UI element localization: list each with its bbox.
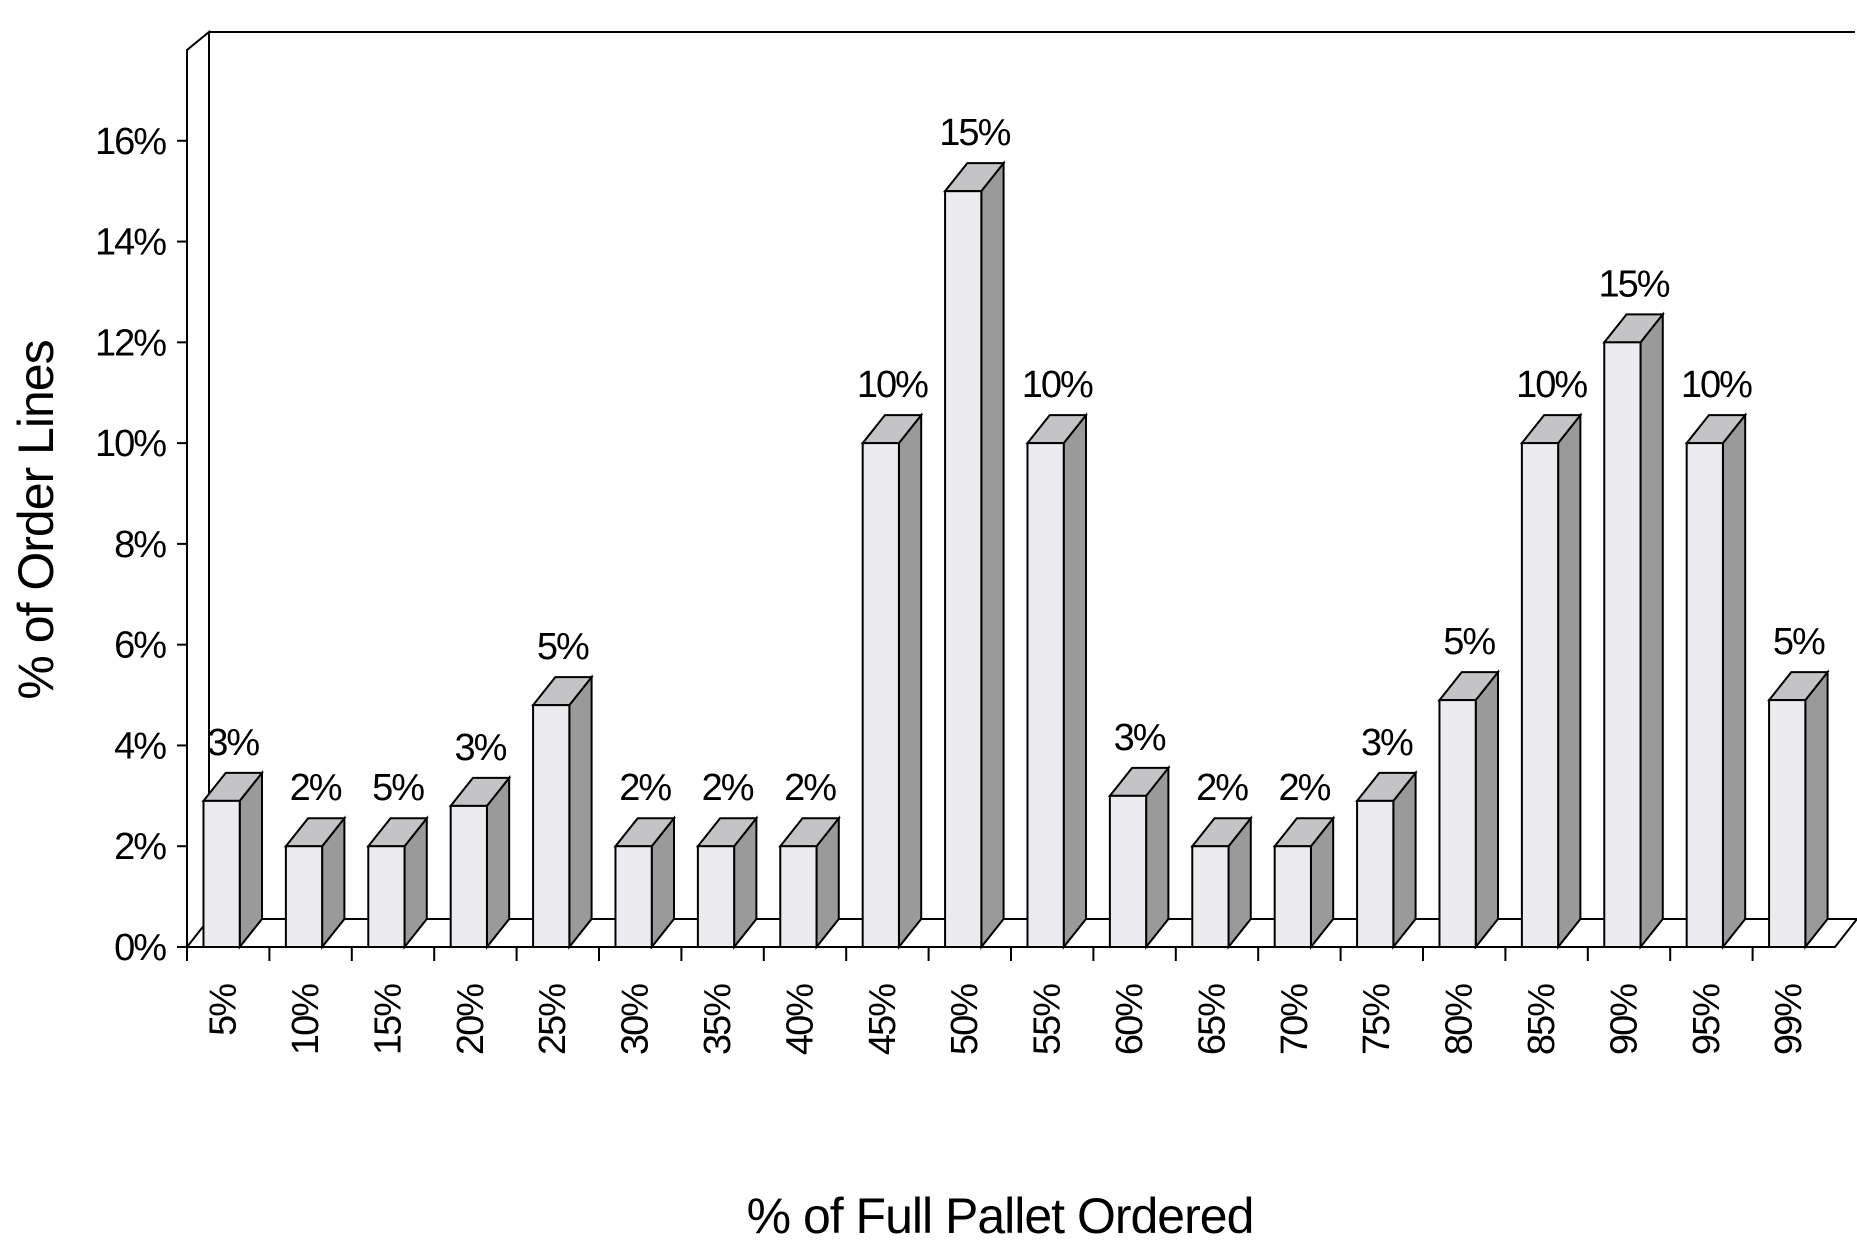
bar [614,845,653,949]
bar-side [1639,311,1664,950]
x-tick-label: 60% [1109,984,1151,1055]
x-tick-label: 40% [779,984,821,1055]
bar-label: 10% [857,364,928,406]
bar [1520,442,1560,948]
bar-side [897,412,923,950]
x-tick-label: 10% [285,984,327,1055]
x-tick-label: 25% [532,984,574,1055]
bar [1191,845,1230,949]
x-tick-label: 15% [367,984,409,1055]
bar-label: 3% [454,727,506,769]
x-tick-label: 55% [1027,984,1069,1055]
x-tick-label: 30% [615,984,657,1055]
bar [1108,794,1148,948]
bar-label: 5% [372,767,424,809]
bar-label: 2% [702,767,754,809]
x-tick-label: 5% [203,984,245,1036]
x-tick-label: 50% [944,984,986,1055]
bar [944,190,983,948]
x-tick-label: 35% [697,984,739,1055]
y-tick-label: 12% [95,322,166,364]
bar-side [1721,412,1747,950]
bar [449,804,488,949]
x-tick-label: 80% [1439,984,1481,1055]
y-tick-label: 0% [114,927,166,969]
x-tick-label: 85% [1521,984,1563,1055]
bar [779,845,818,949]
bar [1026,442,1065,948]
bar-label: 10% [1681,364,1752,406]
bar-label: 3% [207,722,259,764]
bar [1356,799,1395,948]
bar-label: 15% [939,112,1010,154]
bar-side [1392,770,1417,950]
bar-label: 2% [290,767,342,809]
bar-side [1145,764,1170,950]
x-axis-title: % of Full Pallet Ordered [747,1188,1254,1244]
bar-label: 3% [1361,722,1413,764]
bar [1438,699,1477,948]
bar [284,845,324,949]
x-tick-label: 75% [1356,984,1398,1055]
bar [202,799,241,948]
bar-side [238,770,263,950]
y-tick-label: 2% [114,826,166,868]
bar-label: 2% [1196,767,1248,809]
bar [1768,699,1807,948]
bar-label: 2% [1278,767,1330,809]
y-tick-label: 14% [95,222,166,264]
bar [1685,442,1724,948]
bar-label: 2% [619,767,671,809]
bar-label: 2% [784,767,836,809]
y-axis-title: % of Order Lines [8,340,64,699]
x-tick-label: 70% [1274,984,1316,1055]
bar-side [568,674,593,950]
bar-label: 5% [537,626,589,668]
bar-side [1804,669,1829,950]
x-tick-label: 90% [1603,984,1645,1055]
bar [367,845,406,949]
bar-label: 3% [1114,717,1166,759]
x-tick-label: 45% [862,984,904,1055]
bar [1273,845,1312,949]
y-tick-label: 4% [114,725,166,767]
bar-label: 5% [1773,621,1825,663]
bar [696,845,736,949]
bar-label: 10% [1022,364,1093,406]
bar-side [980,160,1005,950]
bar-label: 5% [1443,621,1495,663]
bar [532,704,571,949]
bar-label: 15% [1599,263,1670,305]
x-tick-label: 95% [1686,984,1728,1055]
bar-label: 10% [1516,364,1587,406]
y-tick-label: 10% [95,423,166,465]
x-tick-label: 20% [450,984,492,1055]
y-tick-label: 8% [114,524,166,566]
x-tick-label: 65% [1191,984,1233,1055]
bar-side [1557,412,1582,950]
bar-side [1474,669,1499,950]
bar [861,442,900,948]
bar [1603,341,1642,949]
y-tick-label: 16% [95,121,166,163]
y-tick-label: 6% [114,625,166,667]
bar-side [1062,412,1087,950]
x-tick-label: 99% [1768,984,1810,1055]
